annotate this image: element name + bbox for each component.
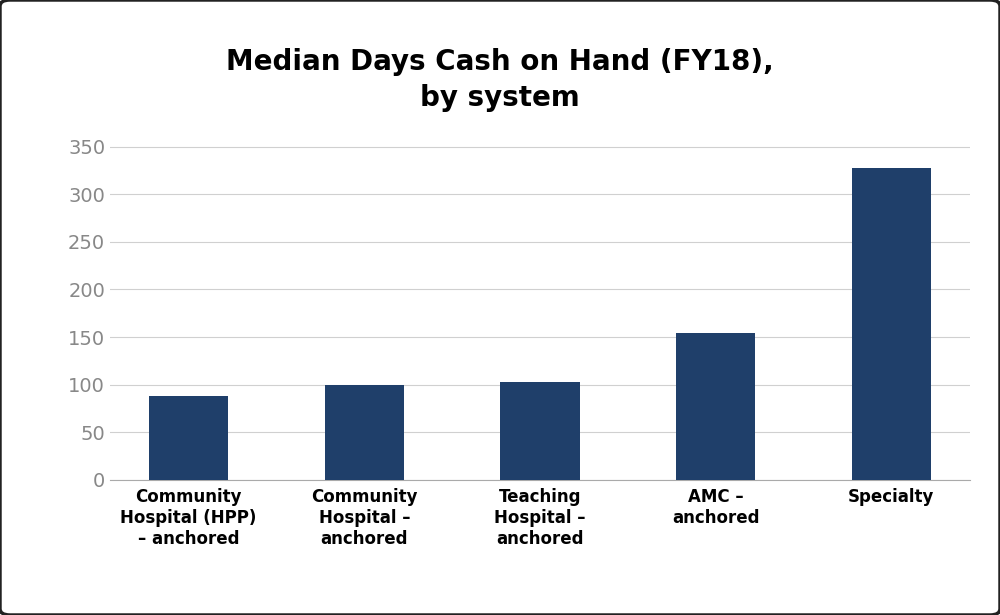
- Bar: [149, 396, 228, 480]
- Bar: [500, 382, 580, 480]
- Bar: [852, 168, 931, 480]
- Bar: [676, 333, 755, 480]
- Bar: [325, 384, 404, 480]
- Text: Median Days Cash on Hand (FY18),
by system: Median Days Cash on Hand (FY18), by syst…: [226, 47, 774, 113]
